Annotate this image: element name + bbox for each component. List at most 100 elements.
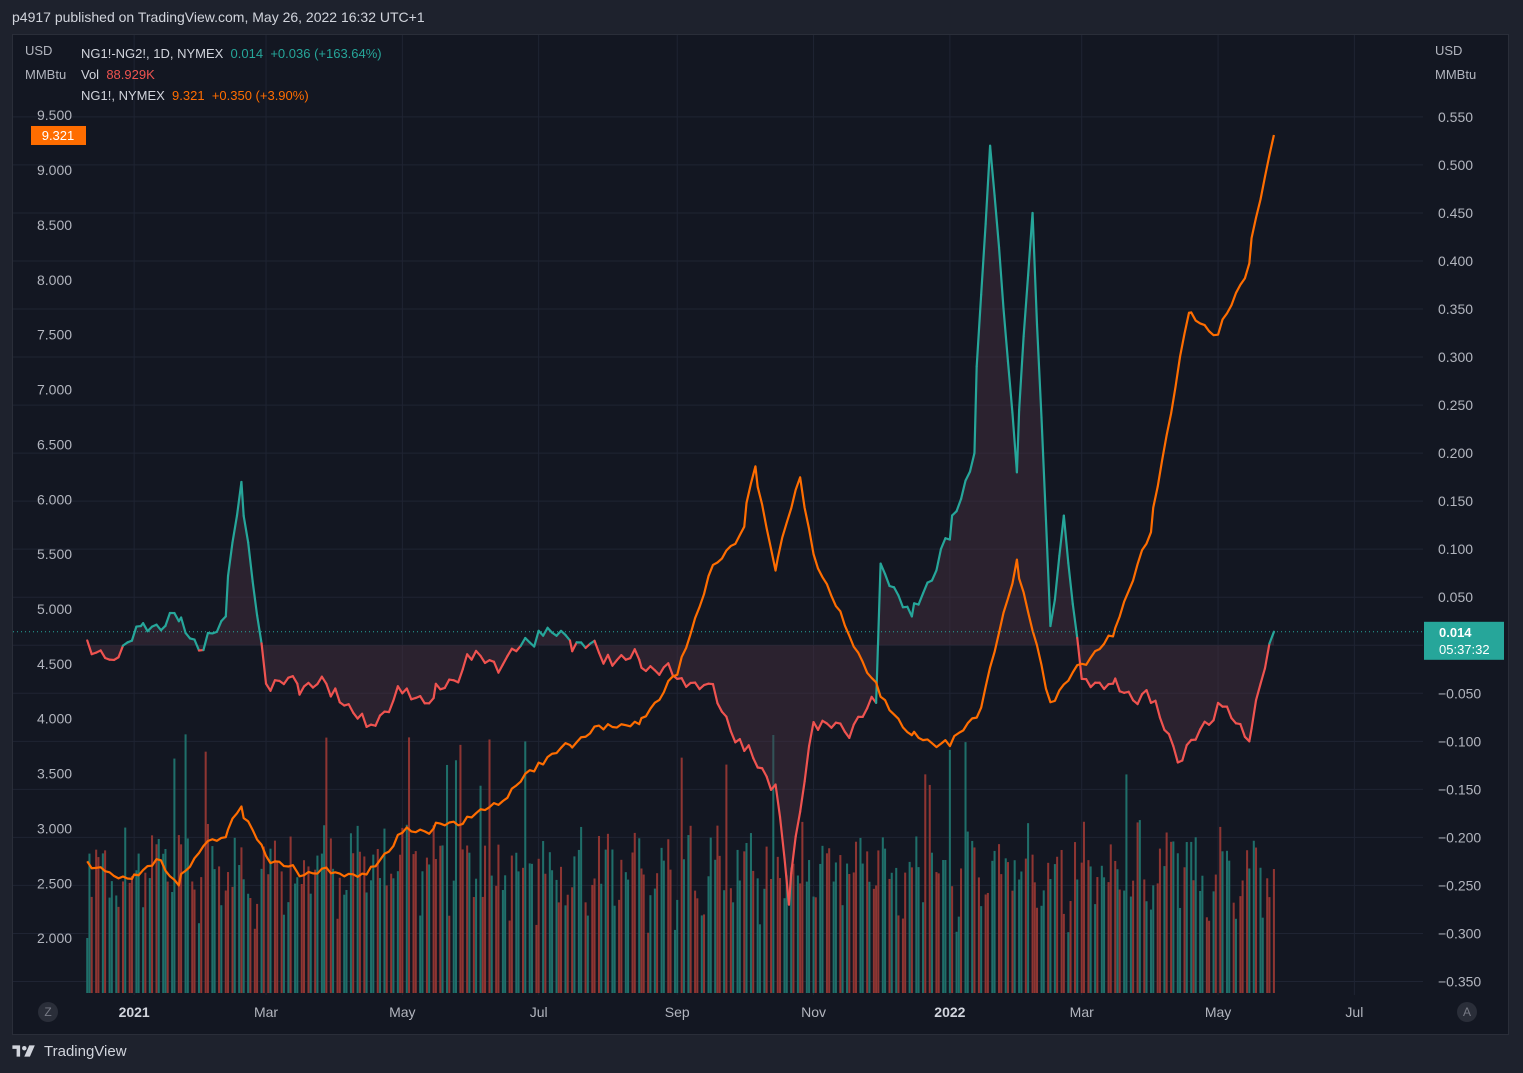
spread-line-segment	[883, 572, 891, 588]
volume-bar	[1107, 882, 1110, 993]
volume-bar	[448, 915, 451, 993]
spread-line-segment	[231, 514, 239, 544]
volume-bar	[716, 825, 719, 993]
spread-line-segment	[765, 775, 773, 791]
spread-line-segment	[879, 562, 887, 576]
x-tick-label: Nov	[801, 1004, 826, 1020]
spread-line-segment	[615, 654, 623, 662]
chart-pane[interactable]: USD MMBtu 9.500 9.000 8.500 8.000 7.500 7.000 6.…	[12, 34, 1509, 1035]
price-chart[interactable]: USD MMBtu 9.500 9.000 8.500 8.000 7.500 7.000 6.…	[13, 35, 1508, 1034]
spread-line-segment	[193, 638, 201, 652]
volume-bar	[378, 878, 382, 993]
left-tick-label: 9.000	[37, 162, 72, 178]
spread-line-segment	[1127, 690, 1135, 702]
volume-bar	[1129, 896, 1132, 993]
spread-line-segment	[571, 641, 578, 653]
spread-line-segment	[975, 293, 983, 368]
volume-bar	[238, 865, 241, 993]
spread-line-segment	[347, 703, 355, 714]
volume-bar	[144, 872, 147, 993]
volume-bar	[307, 866, 310, 993]
volume-bar	[421, 871, 424, 993]
spread-line-segment	[515, 644, 522, 653]
volume-bar	[204, 751, 207, 993]
legend-vol-row[interactable]: Vol 88.929K	[81, 64, 382, 85]
volume-bar	[627, 879, 630, 993]
legend-spread-row[interactable]: NG1!-NG2!, 1D, NYMEX 0.014 +0.036 (+163.…	[81, 43, 382, 64]
volume-bar	[779, 878, 782, 993]
volume-bar	[515, 852, 518, 993]
volume-bar	[542, 841, 545, 993]
volume-bar	[1205, 917, 1208, 993]
spread-line-segment	[164, 611, 172, 627]
spread-line-segment	[428, 696, 435, 705]
spread-line-segment	[1098, 681, 1106, 691]
spread-line-segment	[202, 631, 210, 652]
footer-brand[interactable]: TradingView	[12, 1038, 127, 1064]
spread-line-segment	[173, 611, 180, 623]
volume-bar	[756, 878, 759, 993]
volume-bar	[1013, 860, 1016, 993]
volume-bar	[510, 855, 513, 993]
volume-bar	[752, 870, 755, 993]
spread-line-segment	[320, 675, 328, 685]
volume-bar	[459, 744, 462, 993]
volume-bar	[633, 832, 636, 993]
volume-bar	[276, 861, 279, 993]
volume-bar	[1049, 879, 1052, 993]
x-tick-label: Mar	[254, 1004, 278, 1020]
spread-line-segment	[1018, 335, 1025, 412]
log-scale-button-left[interactable]: Z	[38, 1002, 58, 1022]
spread-line-segment	[1259, 667, 1267, 686]
right-tick-label: −0.250	[1438, 877, 1481, 893]
volume-bar	[1268, 897, 1271, 993]
volume-bar	[148, 878, 151, 993]
volume-bar	[242, 879, 245, 993]
volume-bar	[854, 841, 858, 993]
volume-bar	[718, 855, 721, 993]
tradingview-logo-icon	[12, 1045, 35, 1057]
volume-bar	[414, 851, 417, 993]
spread-line-segment	[555, 629, 563, 637]
volume-bar	[349, 833, 352, 993]
volume-bar	[841, 905, 844, 993]
volume-bar	[1255, 847, 1258, 993]
volume-bar	[1225, 850, 1229, 993]
right-tick-label: 0.150	[1438, 493, 1473, 509]
spread-line-segment	[179, 616, 187, 634]
auto-scale-button[interactable]: A	[1457, 1002, 1477, 1022]
volume-bar	[555, 879, 558, 993]
volume-bar	[1234, 918, 1237, 993]
spread-line-segment	[224, 574, 230, 618]
volume-bar	[280, 871, 283, 993]
legend-spread-name: NG1!-NG2!, 1D, NYMEX	[81, 46, 224, 61]
volume-bar	[714, 859, 717, 993]
volume-bar	[358, 851, 361, 993]
spread-line-segment	[1049, 598, 1057, 628]
volume-bar	[1094, 904, 1097, 993]
volume-bar	[461, 849, 464, 993]
volume-bar	[993, 850, 996, 993]
volume-bar	[613, 905, 616, 993]
volume-bar	[703, 914, 706, 993]
volume-bar	[984, 894, 987, 993]
volume-bar	[808, 860, 811, 993]
volume-bar	[419, 915, 422, 993]
volume-bar	[584, 902, 587, 993]
spread-line-segment	[564, 633, 572, 642]
volume-bar	[1109, 844, 1112, 993]
right-tick-label: 0.400	[1438, 253, 1473, 269]
legend-ng1-row[interactable]: NG1!, NYMEX 9.321 +0.350 (+3.90%)	[81, 85, 382, 106]
volume-bar	[197, 923, 200, 993]
volume-bar	[723, 890, 726, 993]
volume-bar	[213, 869, 216, 993]
spread-line-segment	[693, 681, 701, 691]
volume-bar	[1011, 890, 1014, 993]
spread-line-segment	[1062, 514, 1070, 565]
volume-bar	[951, 886, 954, 993]
volume-bar	[1096, 877, 1099, 993]
volume-bar	[1190, 841, 1193, 993]
spread-line-segment	[1067, 561, 1074, 606]
volume-bar	[1152, 885, 1155, 993]
volume-bar	[338, 877, 341, 993]
